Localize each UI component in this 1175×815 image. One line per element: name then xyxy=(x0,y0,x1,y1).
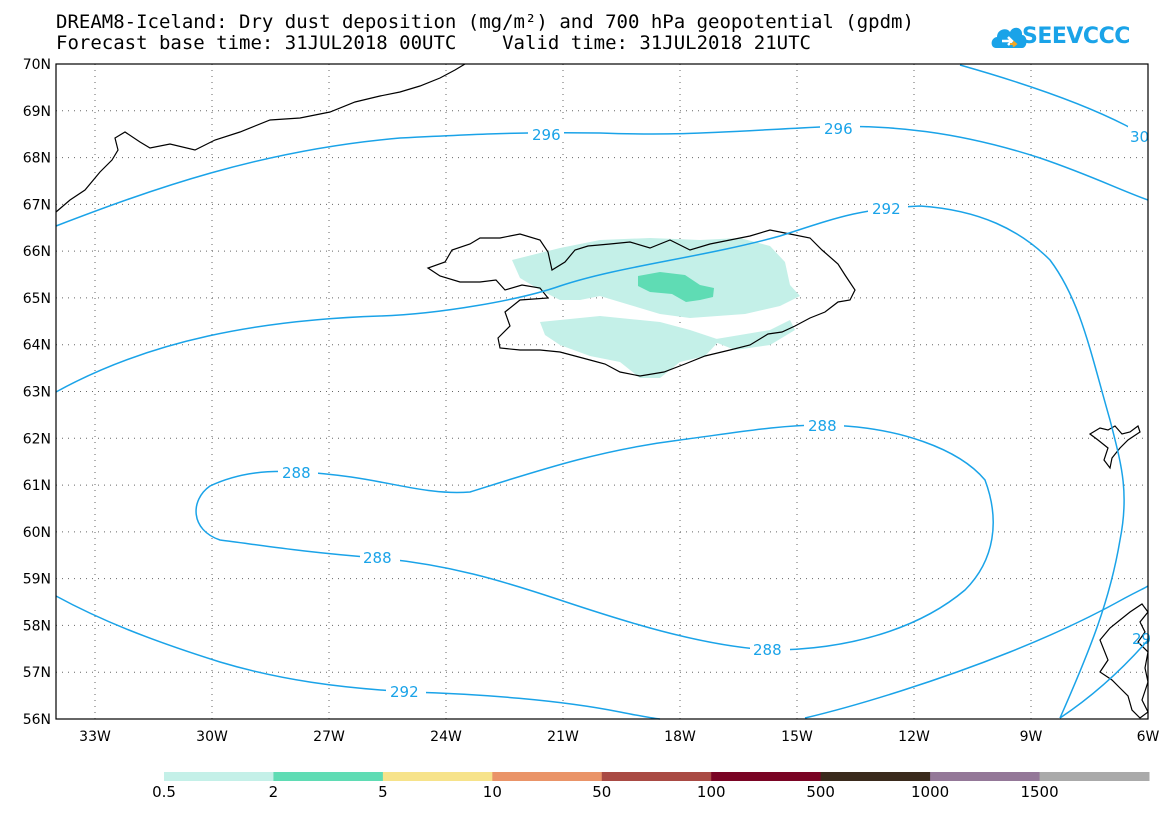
lon-label: 6W xyxy=(1137,729,1160,745)
contour-29x-east xyxy=(1059,639,1149,719)
legend-swatch xyxy=(382,772,493,781)
legend-swatch xyxy=(492,772,603,781)
lat-label: 57N xyxy=(23,665,51,681)
title-line-1: DREAM8-Iceland: Dry dust deposition (mg/… xyxy=(56,11,914,33)
legend-swatch xyxy=(601,772,712,781)
lat-label: 65N xyxy=(23,291,51,307)
contour-label-296-west: 296 xyxy=(532,126,561,144)
legend-label: 100 xyxy=(696,783,726,801)
scotland-coastline xyxy=(1099,603,1149,719)
contour-label-292-north: 292 xyxy=(872,200,901,218)
lat-label: 69N xyxy=(23,104,51,120)
lon-label: 12W xyxy=(898,729,930,745)
cloud-logo-icon xyxy=(991,27,1027,48)
legend-swatch xyxy=(273,772,384,781)
dust-deposition-shading xyxy=(512,238,800,378)
lat-label: 58N xyxy=(23,618,51,634)
legend-swatch xyxy=(1039,772,1150,781)
contour-label-29x-east: 29 xyxy=(1132,630,1151,648)
legend-label: 500 xyxy=(806,783,835,801)
contour-labels: 296 296 30 292 288 288 288 288 292 29 xyxy=(278,118,1151,701)
lon-label: 9W xyxy=(1020,729,1043,745)
lat-label: 68N xyxy=(23,151,51,167)
lat-label: 59N xyxy=(23,572,51,588)
contour-label-288-east: 288 xyxy=(753,641,782,659)
contour-label-288-north: 288 xyxy=(808,417,837,435)
title-line-2: Forecast base time: 31JUL2018 00UTC Vali… xyxy=(56,32,811,54)
lon-label: 33W xyxy=(79,729,111,745)
contour-292-east xyxy=(804,585,1149,719)
lon-label: 30W xyxy=(196,729,228,745)
lat-label: 70N xyxy=(23,57,51,73)
iceland-coastline xyxy=(426,229,856,377)
contour-label-292-south: 292 xyxy=(390,683,419,701)
dust-area-mid xyxy=(638,272,714,302)
legend-label: 2 xyxy=(268,783,279,801)
faroe-coastline xyxy=(1088,425,1141,470)
contour-288 xyxy=(195,424,994,651)
greenland-coastline xyxy=(55,63,466,213)
contour-label-288-west: 288 xyxy=(282,464,311,482)
lat-label: 67N xyxy=(23,197,51,213)
legend-swatch xyxy=(164,772,274,781)
lon-label: 21W xyxy=(547,729,579,745)
lat-label: 60N xyxy=(23,525,51,541)
lon-label: 27W xyxy=(313,729,345,745)
lon-label: 24W xyxy=(430,729,462,745)
contour-296 xyxy=(55,125,1149,227)
lon-label: 18W xyxy=(664,729,696,745)
legend-label: 1000 xyxy=(911,783,950,801)
legend-label: 5 xyxy=(378,783,388,801)
longitude-labels: 33W 30W 27W 24W 21W 18W 15W 12W 9W 6W xyxy=(79,729,1159,745)
legend-swatch xyxy=(930,772,1041,781)
dust-area-low-east xyxy=(710,320,795,350)
legend-label: 10 xyxy=(482,783,502,801)
lat-label: 56N xyxy=(23,712,51,728)
latitude-labels: 70N 69N 68N 67N 66N 65N 64N 63N 62N 61N 60N 59N 58N 5… xyxy=(23,57,51,728)
contour-label-288-south: 288 xyxy=(363,549,392,567)
lat-label: 62N xyxy=(23,431,51,447)
legend-label: 50 xyxy=(592,783,612,801)
lat-label: 61N xyxy=(23,478,51,494)
contour-label-300: 30 xyxy=(1130,128,1149,146)
lat-label: 66N xyxy=(23,244,51,260)
lon-label: 15W xyxy=(781,729,813,745)
legend-color-bar xyxy=(164,772,1150,781)
legend-label: 0.5 xyxy=(152,783,176,801)
map-gridlines xyxy=(56,64,1148,719)
legend-label: 1500 xyxy=(1020,783,1059,801)
legend-swatch xyxy=(820,772,931,781)
lat-label: 64N xyxy=(23,338,51,354)
dust-area-low-south xyxy=(540,316,720,378)
logo-text: SEEVCCC xyxy=(1022,24,1130,49)
map-frame xyxy=(55,63,1149,720)
lat-label: 63N xyxy=(23,385,51,401)
contour-label-296-east: 296 xyxy=(824,120,853,138)
contour-300 xyxy=(959,64,1149,139)
legend-swatch xyxy=(711,772,822,781)
contour-292-south xyxy=(55,595,661,720)
